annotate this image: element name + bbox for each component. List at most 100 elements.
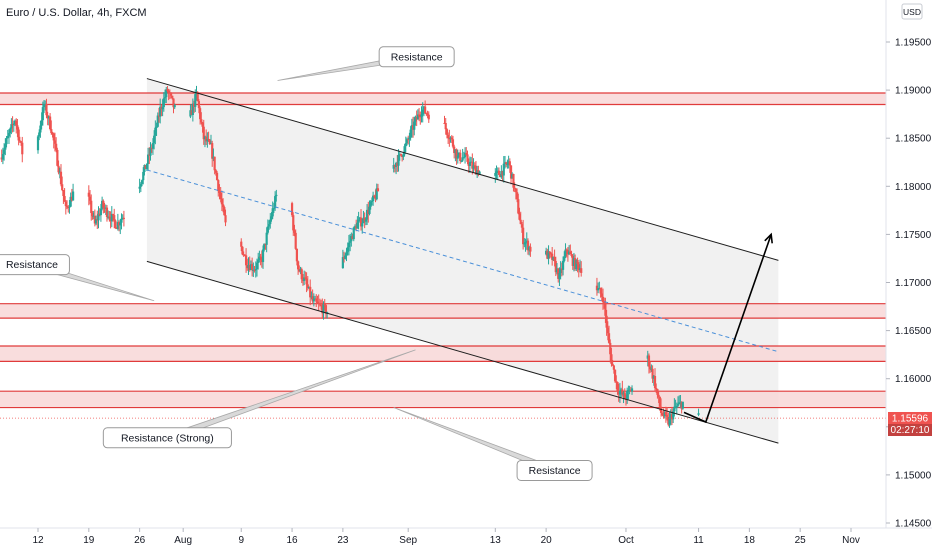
candle-body	[422, 106, 426, 110]
countdown-background	[888, 424, 932, 436]
candle-body	[578, 268, 582, 271]
time-tick-label: Aug	[174, 535, 192, 546]
candle-body	[474, 165, 478, 175]
callout-4[interactable]: Resistance	[393, 407, 593, 481]
candle	[162, 92, 165, 112]
candle-body	[91, 213, 94, 217]
candle-body	[697, 413, 700, 415]
candle	[630, 385, 634, 395]
candle-body	[270, 216, 273, 220]
candle	[299, 266, 302, 275]
candle	[628, 385, 631, 395]
candle-body	[346, 247, 349, 252]
candle-body	[254, 269, 257, 271]
candle	[116, 213, 119, 231]
candle-body	[672, 411, 675, 420]
candle	[511, 172, 514, 179]
candle-body	[465, 153, 468, 155]
candle-body	[526, 240, 530, 251]
candle-body	[597, 288, 600, 291]
channel-midline	[146, 169, 779, 353]
candle-body	[553, 256, 556, 262]
candle-body	[197, 101, 201, 109]
candle	[292, 212, 295, 236]
currency-button[interactable]: USD	[901, 3, 923, 20]
candle-body	[623, 392, 626, 399]
candle	[57, 160, 60, 175]
candle-body	[646, 355, 649, 359]
candle-body	[101, 200, 104, 209]
candle	[148, 147, 151, 165]
candle	[305, 272, 308, 293]
candle-body	[258, 256, 261, 260]
candle	[652, 375, 655, 386]
price-tick-label: 1.16000	[895, 374, 932, 385]
candle	[17, 127, 20, 146]
candle	[324, 303, 328, 318]
candle-body	[668, 417, 671, 425]
candle-body	[58, 171, 61, 173]
candle	[358, 216, 361, 222]
candle-body	[657, 394, 660, 397]
candle-body	[600, 293, 603, 297]
resistance-zone-4	[0, 391, 886, 408]
candle-body	[324, 305, 328, 314]
callout-1[interactable]: Resistance	[277, 46, 455, 81]
candle	[564, 243, 567, 259]
candle-body	[56, 149, 59, 166]
candle-body	[211, 143, 214, 159]
candle	[297, 260, 300, 275]
candle-body	[565, 249, 568, 251]
candle	[346, 242, 349, 256]
drawing-overlays	[0, 78, 886, 444]
candle-body	[319, 304, 323, 306]
candle	[470, 157, 473, 163]
candle	[497, 167, 501, 176]
candle-body	[92, 215, 95, 217]
candle	[600, 287, 603, 302]
candle	[505, 161, 508, 168]
candle-body	[266, 226, 269, 233]
candle-body	[456, 155, 459, 159]
candle	[253, 265, 256, 273]
annotation-callouts: Resistance Resistance Resistance (Strong) R…	[0, 46, 593, 481]
callout-3[interactable]: Resistance (Strong)	[102, 349, 416, 449]
candle	[455, 148, 458, 165]
candle-body	[472, 165, 475, 169]
candle	[88, 190, 92, 205]
candle-body	[603, 302, 606, 304]
candle	[680, 401, 683, 414]
candle	[653, 368, 657, 392]
candle-body	[367, 209, 370, 214]
candle	[140, 179, 144, 187]
candle-body	[19, 141, 23, 143]
time-axis[interactable]: 12 19 26 Aug 9 16 23 Sep 13 20 Oct 11 18 25 Nov	[32, 528, 860, 546]
candle-body	[298, 269, 301, 272]
candle-body	[425, 113, 428, 115]
candle-body	[323, 303, 326, 306]
candle-body	[272, 208, 276, 210]
candle	[252, 262, 255, 277]
candle-body	[681, 401, 684, 409]
candle	[56, 147, 59, 167]
callout-2[interactable]: Resistance	[0, 254, 155, 302]
candle	[156, 112, 159, 128]
candle	[197, 99, 201, 114]
candle-body	[411, 125, 415, 130]
candle	[376, 183, 380, 192]
candle-body	[293, 230, 296, 233]
candle-body	[421, 109, 424, 115]
candle-body	[610, 354, 613, 364]
candle-body	[359, 217, 363, 227]
candle	[595, 277, 599, 296]
candle-body	[658, 396, 661, 407]
candle-body	[145, 163, 148, 170]
candle-body	[459, 152, 462, 161]
candle-body	[398, 153, 401, 155]
price-tick-label: 1.19500	[895, 38, 932, 49]
candle-body	[344, 255, 347, 259]
candle	[58, 167, 61, 179]
candle-body	[500, 171, 503, 178]
candle	[494, 168, 497, 183]
